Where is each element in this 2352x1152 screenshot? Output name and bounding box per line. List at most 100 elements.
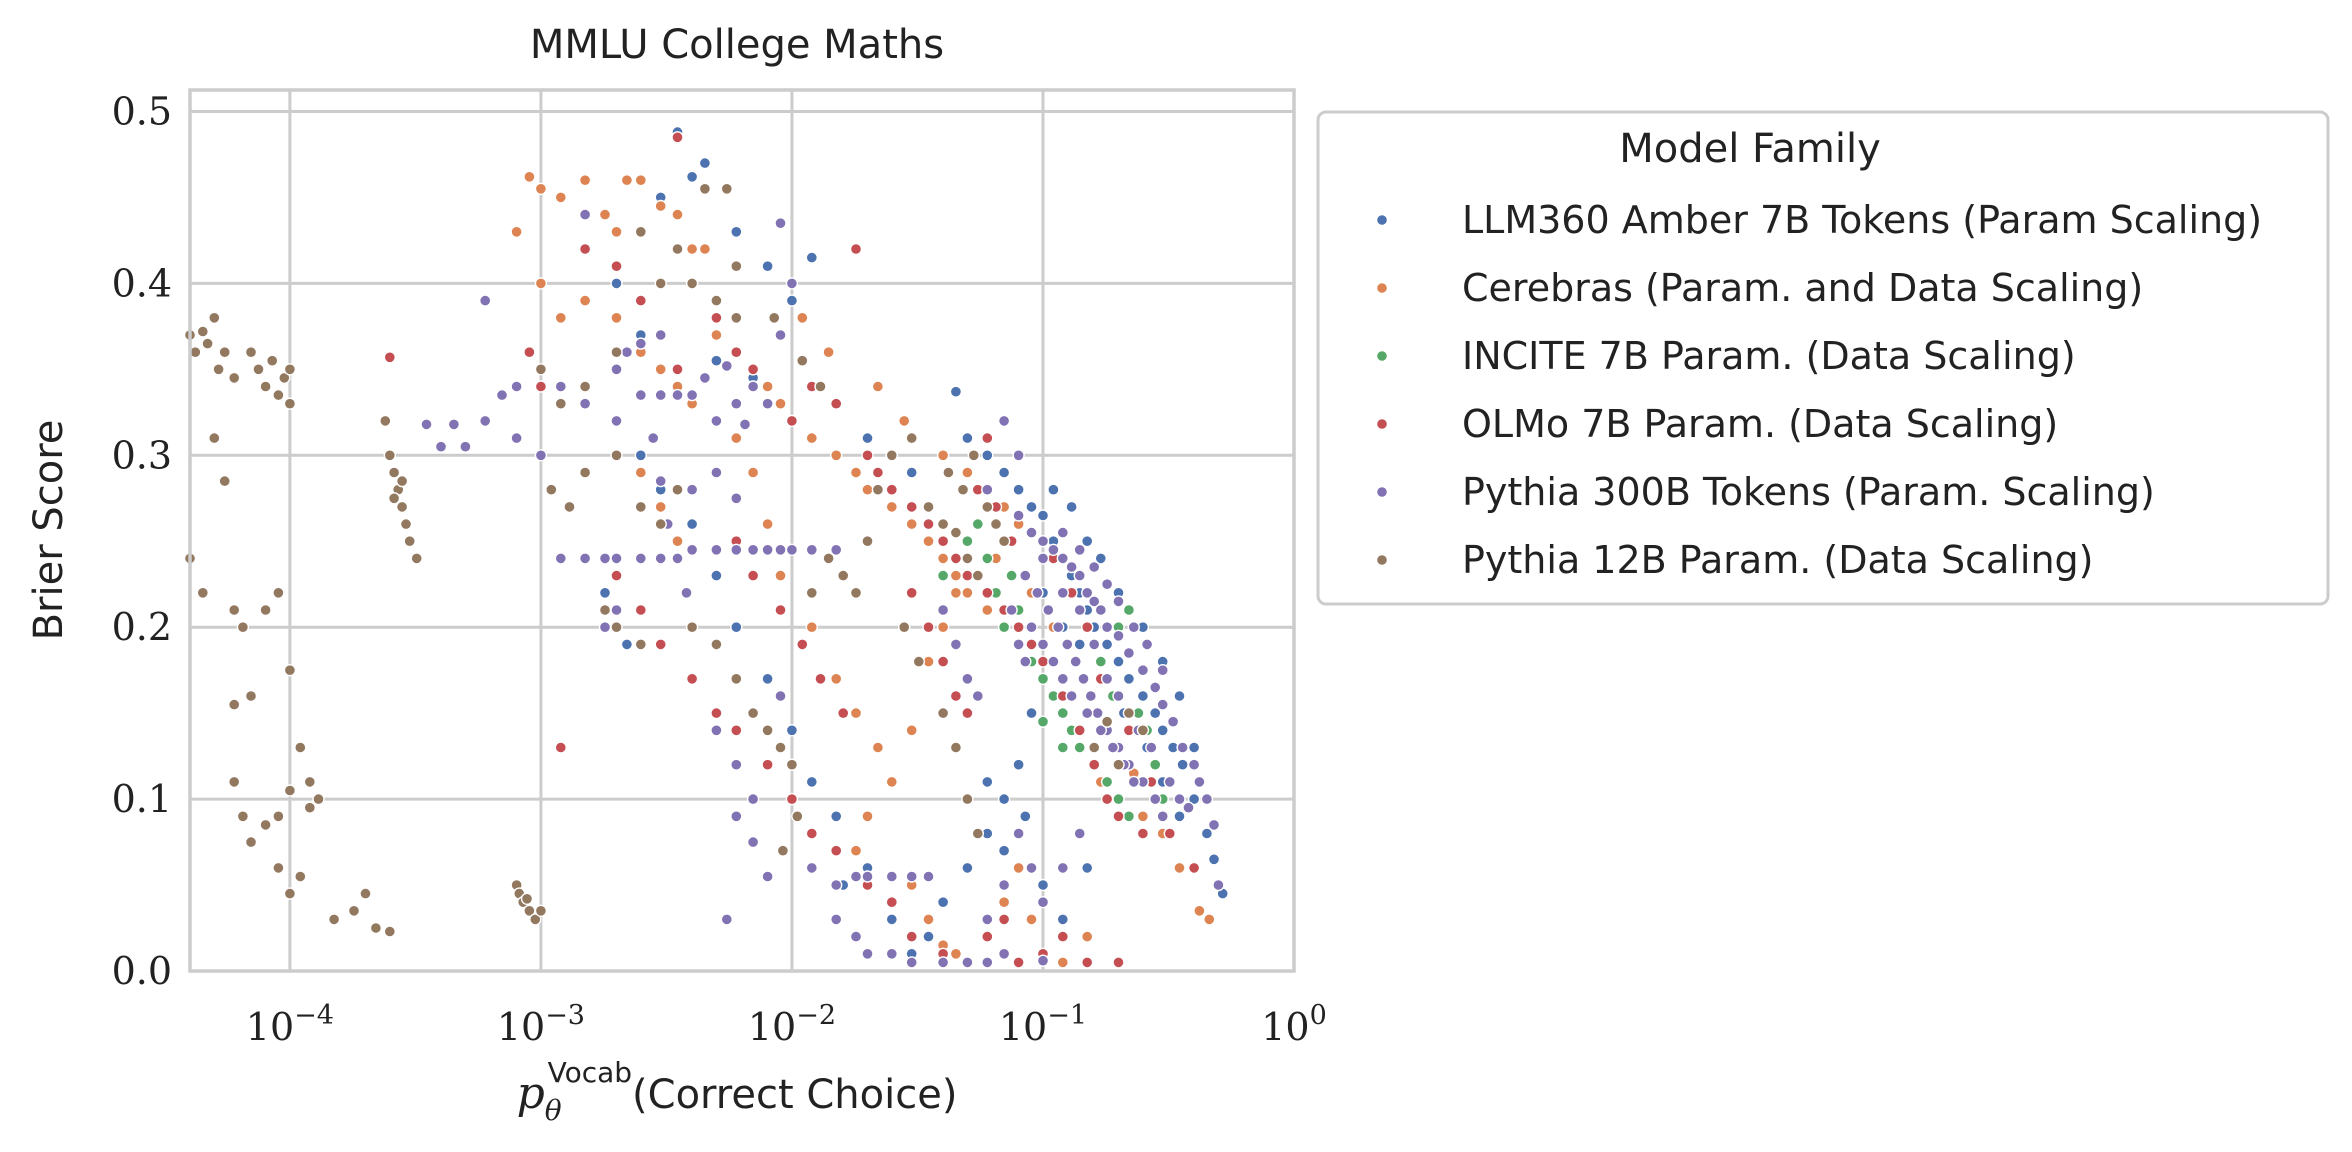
data-point [654,638,667,651]
data-point [761,260,774,273]
data-point [1036,878,1050,892]
data-point [849,706,863,720]
data-point [685,242,699,256]
data-point [885,870,898,883]
data-point [534,449,548,462]
data-point [654,277,667,290]
data-point [654,328,667,342]
data-point [634,500,647,514]
data-point [710,414,723,428]
data-point [654,517,667,531]
data-point [272,861,285,875]
data-point [1156,664,1169,677]
data-point [227,371,241,385]
data-point [849,242,863,256]
data-point [905,500,918,514]
data-point [905,930,918,943]
data-point [871,741,885,754]
data-point [861,535,874,548]
data-point [685,388,699,402]
data-point [196,325,210,338]
data-point [671,363,684,376]
data-point [720,182,733,196]
data-point [730,225,743,239]
data-point [1100,578,1114,591]
data-point [1094,655,1108,668]
data-point [554,397,567,410]
data-point [1136,827,1150,840]
data-point [1065,689,1078,703]
data-point [1036,509,1050,522]
y-tick-label: 0.0 [112,949,172,993]
data-point [218,346,231,359]
data-point [710,706,723,720]
data-point [1176,758,1189,771]
data-point [598,552,612,565]
data-point [971,689,984,703]
data-point [510,380,523,393]
x-tick-base: 10 [497,1005,545,1049]
data-point [971,517,984,531]
data-point [1112,956,1125,969]
data-point [387,466,401,479]
data-point [730,431,743,445]
data-point [761,380,774,393]
data-point [347,904,361,917]
data-point [1036,954,1050,967]
data-point [1145,741,1158,754]
data-point [1173,861,1186,875]
data-point [710,311,723,324]
data-point [949,741,963,754]
data-point [1080,535,1094,548]
data-point [1100,792,1114,806]
data-point [1112,629,1125,642]
data-point [885,500,898,514]
x-tick-label: 10−2 [748,1000,836,1049]
data-point [1056,672,1070,685]
data-point [746,543,760,556]
data-point [905,431,918,445]
data-point [1012,861,1025,875]
data-point [578,552,592,565]
data-point [997,792,1011,806]
y-tick-label: 0.4 [112,261,172,305]
data-point [1173,792,1186,806]
data-point [1065,560,1078,574]
data-point [1212,878,1225,892]
data-point [922,930,935,943]
data-point [303,775,316,789]
data-point [563,500,576,514]
data-point [1156,724,1169,737]
data-point [861,810,874,823]
data-point [1025,706,1038,720]
data-point [936,603,950,617]
data-point [620,173,634,187]
data-point [1073,603,1086,617]
data-point [885,483,898,496]
data-point [1036,638,1050,651]
data-point [997,466,1011,479]
data-point [578,380,592,393]
data-point [885,947,898,960]
data-point [885,896,898,909]
legend-label: Cerebras (Param. and Data Scaling) [1462,266,2143,310]
data-point [685,170,699,184]
data-point [730,346,743,359]
y-tick-label: 0.3 [112,433,172,477]
data-point [1025,621,1038,634]
data-point [1112,810,1125,823]
data-point [479,294,492,307]
data-point [720,913,733,926]
data-point [936,896,950,909]
data-point [1136,810,1150,823]
data-point [971,569,984,582]
data-point [761,758,774,771]
x-tick-exponent: −3 [545,1000,585,1031]
data-point [1073,569,1086,582]
data-point [1056,956,1070,969]
legend-marker [1375,485,1389,499]
data-point [671,388,684,402]
data-point [244,689,258,703]
data-point [545,483,558,496]
plot-frame [188,88,1296,973]
